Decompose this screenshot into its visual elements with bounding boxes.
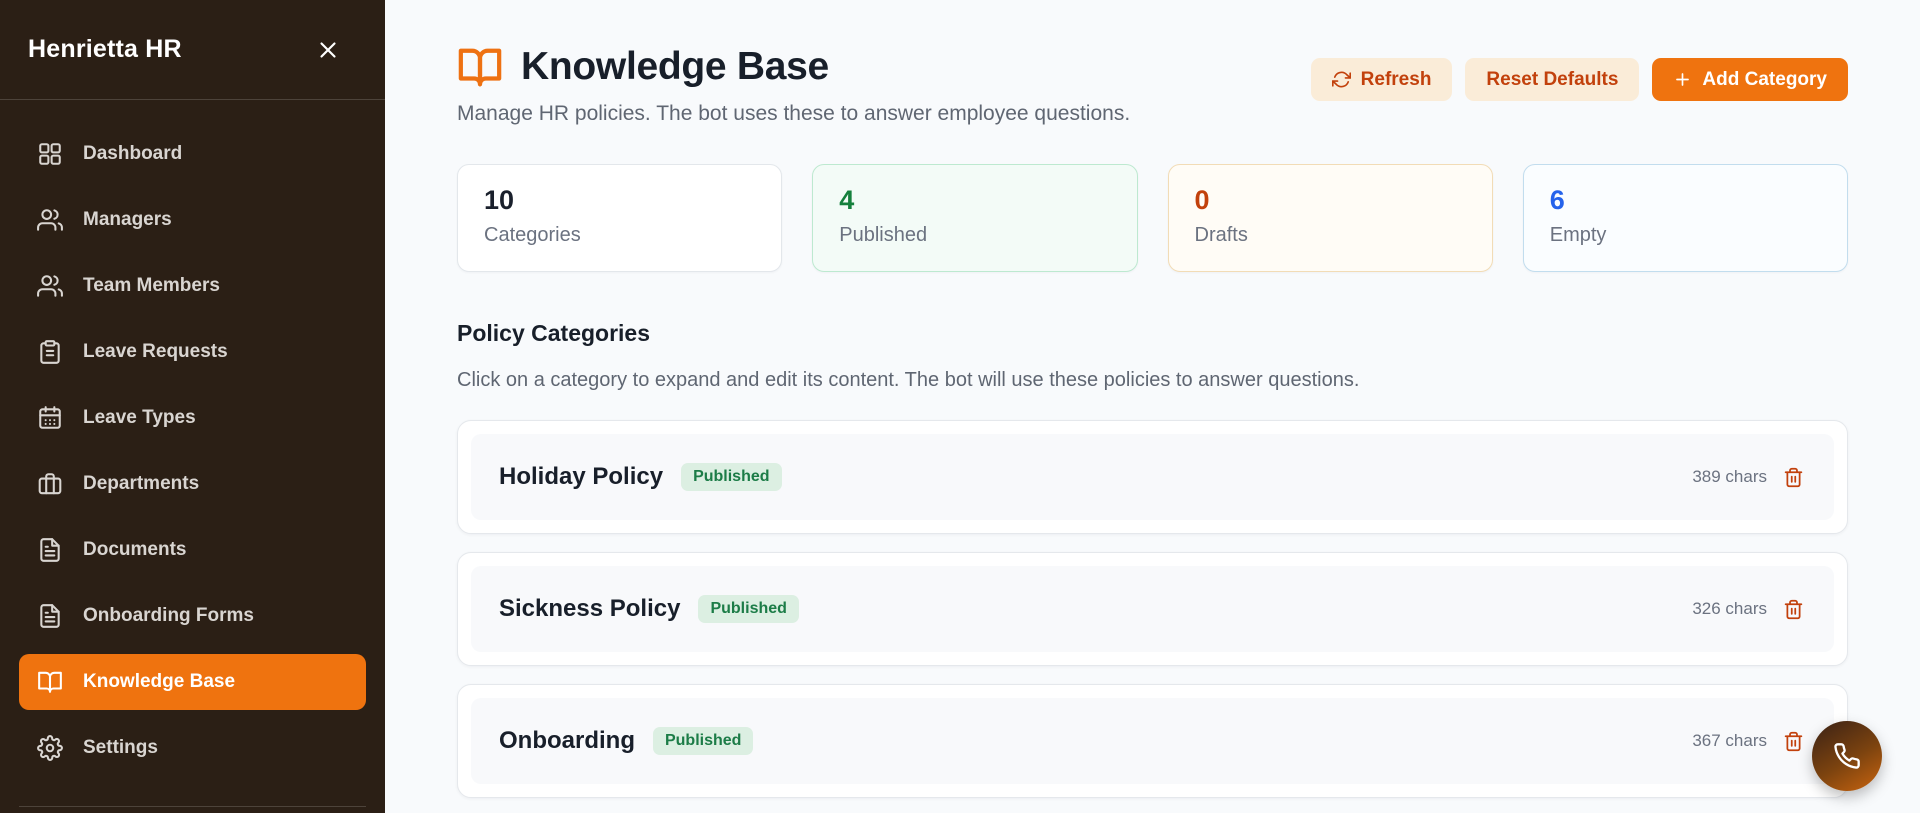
clipboard-icon <box>37 339 63 365</box>
page-title: Knowledge Base <box>521 45 829 88</box>
sidebar-item-onboarding-forms[interactable]: Onboarding Forms <box>19 588 366 644</box>
refresh-icon <box>1331 70 1351 89</box>
category-right: 326 chars <box>1692 597 1806 622</box>
status-badge: Published <box>681 463 782 491</box>
char-count: 326 chars <box>1692 599 1767 618</box>
category-right: 389 chars <box>1692 465 1806 490</box>
people-icon <box>37 207 63 233</box>
sidebar-item-label: Leave Requests <box>83 341 228 362</box>
plus-icon <box>1673 70 1692 89</box>
sidebar-item-settings[interactable]: Settings <box>19 720 366 776</box>
page-header-left: Knowledge Base Manage HR policies. The b… <box>457 44 1130 126</box>
sidebar-item-knowledge-base[interactable]: Knowledge Base <box>19 654 366 710</box>
book-open-icon <box>37 669 63 695</box>
sidebar-item-label: Settings <box>83 737 158 758</box>
header-actions: Refresh Reset Defaults Add Category <box>1310 58 1848 101</box>
trash-icon <box>1783 467 1804 488</box>
category-title: Onboarding <box>499 727 635 754</box>
stats-row: 10 Categories 4 Published 0 Drafts 6 Emp… <box>457 164 1848 272</box>
close-icon <box>315 37 341 63</box>
add-category-button[interactable]: Add Category <box>1652 58 1848 101</box>
category-right: 367 chars <box>1692 729 1806 754</box>
page-header: Knowledge Base Manage HR policies. The b… <box>457 44 1848 126</box>
status-badge: Published <box>698 595 799 623</box>
stat-value: 4 <box>839 185 855 215</box>
people-icon <box>37 273 63 299</box>
stat-label: Empty <box>1549 224 1607 246</box>
status-badge: Published <box>652 727 754 755</box>
category-title: Sickness Policy <box>499 595 681 622</box>
stat-label: Categories <box>484 224 581 246</box>
category-list: Holiday Policy Published 389 chars Sickn… <box>457 420 1848 798</box>
category-title: Holiday Policy <box>499 463 664 490</box>
sidebar-item-leave-types[interactable]: Leave Types <box>19 390 366 446</box>
sidebar-item-label: Managers <box>83 209 172 230</box>
char-count: 389 chars <box>1692 467 1767 486</box>
sidebar: Henrietta HR Dashboard Managers Team Mem… <box>0 0 385 813</box>
stat-card-categories: 10 Categories <box>457 164 783 272</box>
sidebar-divider <box>19 806 366 813</box>
category-header[interactable]: Holiday Policy Published 389 chars <box>471 434 1834 520</box>
sidebar-nav: Dashboard Managers Team Members Leave Re… <box>0 100 385 813</box>
category-card-holiday-policy: Holiday Policy Published 389 chars <box>457 420 1848 534</box>
sidebar-item-label: Documents <box>83 539 187 560</box>
close-sidebar-button[interactable] <box>311 33 345 67</box>
stat-card-drafts: 0 Drafts <box>1167 164 1493 272</box>
stat-card-published: 4 Published <box>812 164 1138 272</box>
main-content: Knowledge Base Manage HR policies. The b… <box>385 0 1920 813</box>
sidebar-header: Henrietta HR <box>0 0 385 100</box>
sidebar-item-label: Departments <box>83 473 200 494</box>
briefcase-icon <box>37 471 63 497</box>
refresh-button-label: Refresh <box>1360 69 1432 90</box>
stat-label: Drafts <box>1194 224 1248 246</box>
sidebar-item-dashboard[interactable]: Dashboard <box>19 126 366 182</box>
sidebar-item-label: Dashboard <box>83 143 183 164</box>
category-left: Sickness Policy Published <box>499 595 799 623</box>
category-card-sickness-policy: Sickness Policy Published 326 chars <box>457 552 1848 666</box>
stat-card-empty: 6 Empty <box>1522 164 1848 272</box>
delete-category-button[interactable] <box>1781 597 1806 622</box>
stat-value: 6 <box>1549 185 1565 215</box>
calendar-icon <box>37 405 63 431</box>
category-left: Holiday Policy Published <box>499 463 782 491</box>
sidebar-item-departments[interactable]: Departments <box>19 456 366 512</box>
sidebar-item-team-members[interactable]: Team Members <box>19 258 366 314</box>
trash-icon <box>1783 599 1804 620</box>
stat-label: Published <box>839 224 928 246</box>
book-open-icon <box>457 44 503 90</box>
phone-icon <box>1833 742 1861 770</box>
document-icon <box>37 537 63 563</box>
page-subtitle: Manage HR policies. The bot uses these t… <box>457 102 1131 125</box>
app-title: Henrietta HR <box>28 35 182 63</box>
char-count: 367 chars <box>1692 731 1767 750</box>
sidebar-item-label: Knowledge Base <box>83 671 236 692</box>
gear-icon <box>37 735 63 761</box>
title-row: Knowledge Base <box>457 44 1130 90</box>
sidebar-item-label: Team Members <box>83 275 220 296</box>
sidebar-item-label: Onboarding Forms <box>83 605 254 626</box>
grid-icon <box>37 141 63 167</box>
section-description: Click on a category to expand and edit i… <box>457 369 1360 391</box>
category-left: Onboarding Published <box>499 727 754 755</box>
sidebar-item-documents[interactable]: Documents <box>19 522 366 578</box>
call-bot-button[interactable] <box>1812 721 1882 791</box>
category-header[interactable]: Onboarding Published 367 chars <box>471 698 1834 784</box>
sidebar-item-leave-requests[interactable]: Leave Requests <box>19 324 366 380</box>
category-header[interactable]: Sickness Policy Published 326 chars <box>471 566 1834 652</box>
delete-category-button[interactable] <box>1781 465 1806 490</box>
delete-category-button[interactable] <box>1781 729 1806 754</box>
add-category-button-label: Add Category <box>1702 69 1827 90</box>
category-card-onboarding: Onboarding Published 367 chars <box>457 684 1848 798</box>
reset-defaults-button[interactable]: Reset Defaults <box>1465 58 1640 101</box>
reset-defaults-button-label: Reset Defaults <box>1486 69 1619 90</box>
section-title: Policy Categories <box>457 320 651 346</box>
sidebar-item-label: Leave Types <box>83 407 196 428</box>
stat-value: 10 <box>484 185 515 215</box>
refresh-button[interactable]: Refresh <box>1310 58 1453 101</box>
document-icon <box>37 603 63 629</box>
sidebar-item-managers[interactable]: Managers <box>19 192 366 248</box>
stat-value: 0 <box>1194 185 1210 215</box>
trash-icon <box>1783 731 1804 752</box>
